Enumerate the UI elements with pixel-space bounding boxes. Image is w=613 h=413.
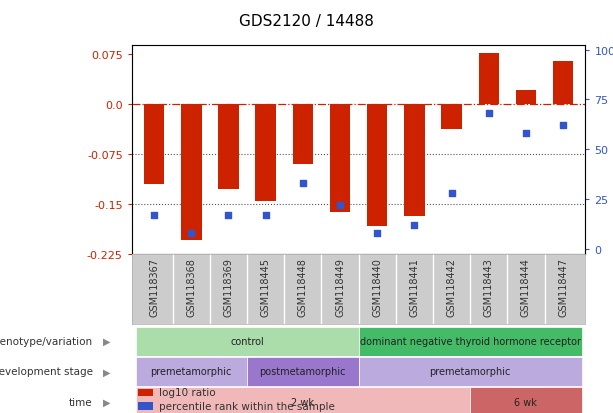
Bar (359, 327, 582, 356)
Text: percentile rank within the sample: percentile rank within the sample (159, 401, 335, 411)
Bar (135, 327, 359, 356)
Text: GSM118445: GSM118445 (261, 258, 271, 316)
Bar (470, 387, 582, 413)
Bar (181, 105, 202, 241)
Text: log10 ratio: log10 ratio (159, 387, 216, 397)
Bar (553, 62, 573, 105)
Text: GSM118448: GSM118448 (298, 258, 308, 316)
Text: time: time (69, 396, 93, 407)
Text: 2 wk: 2 wk (291, 396, 314, 407)
Text: genotype/variation: genotype/variation (0, 336, 93, 347)
Point (186, 230, 196, 236)
Bar (138, 402, 153, 410)
Point (224, 212, 234, 218)
Bar (367, 105, 387, 226)
Point (521, 131, 531, 137)
Point (372, 230, 382, 236)
Text: premetamorphic: premetamorphic (151, 366, 232, 377)
Bar (404, 105, 425, 216)
Bar (135, 357, 247, 386)
Text: GSM118369: GSM118369 (224, 258, 234, 316)
Bar (144, 105, 164, 185)
Point (149, 212, 159, 218)
Bar (516, 90, 536, 105)
Bar (218, 105, 238, 189)
Text: GSM118440: GSM118440 (372, 258, 382, 316)
Text: GSM118444: GSM118444 (521, 258, 531, 316)
Point (447, 190, 457, 197)
Bar (135, 387, 470, 413)
Text: dominant negative thyroid hormone receptor: dominant negative thyroid hormone recept… (360, 336, 581, 347)
Text: GSM118368: GSM118368 (186, 258, 196, 316)
Point (558, 123, 568, 129)
Bar (256, 105, 276, 201)
Point (409, 222, 419, 228)
Text: GDS2120 / 14488: GDS2120 / 14488 (239, 14, 374, 29)
Bar (247, 357, 359, 386)
Text: GSM118443: GSM118443 (484, 258, 493, 316)
Bar (479, 53, 499, 105)
Text: ▶: ▶ (103, 366, 110, 377)
Bar (330, 105, 350, 213)
Text: premetamorphic: premetamorphic (430, 366, 511, 377)
Text: GSM118442: GSM118442 (446, 258, 457, 316)
Text: 6 wk: 6 wk (514, 396, 538, 407)
Text: development stage: development stage (0, 366, 93, 377)
Text: ▶: ▶ (103, 396, 110, 407)
Bar (359, 357, 582, 386)
Text: GSM118367: GSM118367 (149, 258, 159, 316)
Text: ▶: ▶ (103, 336, 110, 347)
Text: GSM118449: GSM118449 (335, 258, 345, 316)
Bar (292, 105, 313, 165)
Bar (441, 105, 462, 130)
Point (335, 202, 345, 209)
Point (261, 212, 270, 218)
Text: postmetamorphic: postmetamorphic (259, 366, 346, 377)
Bar (138, 389, 153, 396)
Point (484, 111, 493, 117)
Text: GSM118447: GSM118447 (558, 258, 568, 316)
Text: GSM118441: GSM118441 (409, 258, 419, 316)
Text: control: control (230, 336, 264, 347)
Point (298, 180, 308, 187)
